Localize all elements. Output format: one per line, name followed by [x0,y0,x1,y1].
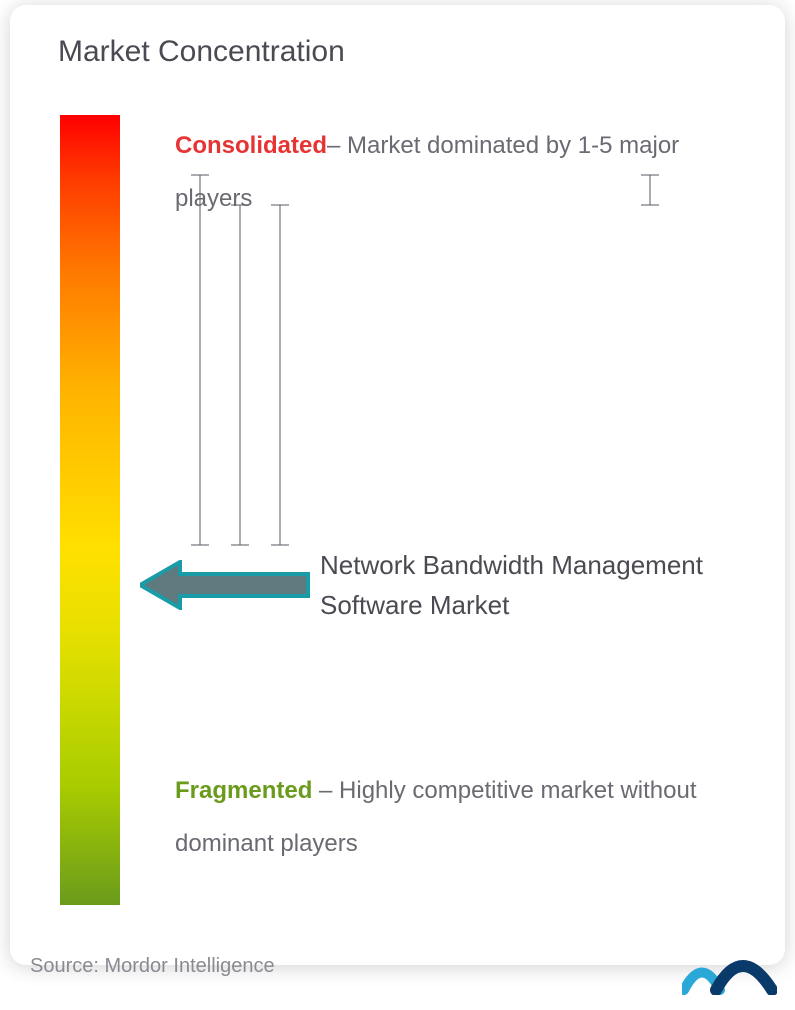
market-pointer-arrow-icon [140,560,310,610]
consolidated-label: Consolidated [175,132,327,159]
concentration-gradient-bar [60,115,120,905]
fragmented-description: Fragmented – Highly competitive market w… [175,765,735,871]
page-title: Market Concentration [58,35,345,69]
market-name-label: Network Bandwidth Management Software Ma… [320,545,760,626]
error-bar-overlay [175,165,665,555]
fragmented-label: Fragmented [175,777,312,804]
mordor-logo-icon [682,950,777,995]
card: Market Concentration Consolidated– Marke… [10,5,785,965]
source-attribution: Source: Mordor Intelligence [30,955,275,978]
